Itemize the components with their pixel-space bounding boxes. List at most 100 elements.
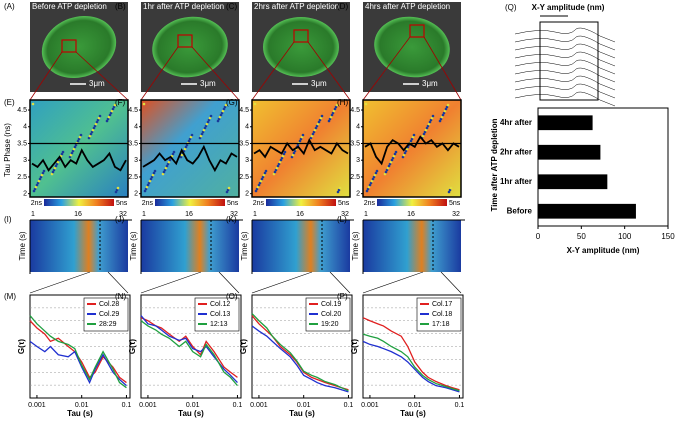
map-speckle [105,119,109,123]
zoom-line [140,271,202,294]
map-speckle [172,150,176,154]
map-speckle [110,109,114,113]
x-label: Tau (s) [67,409,93,418]
map-speckle [299,137,303,141]
map-speckle [38,177,42,181]
map-speckle [55,162,59,166]
series-line [140,315,238,384]
y-tick-label: 3 [23,157,27,164]
y-tick-label: 3.5 [17,140,27,147]
colorbar [44,199,114,206]
bar [538,115,593,131]
colorbar [155,199,225,206]
legend-label: Col.19 [321,301,341,308]
series-line [251,313,349,392]
map-speckle [204,124,208,128]
zoom-line [307,41,351,101]
image-caption: 2hrs after ATP depletion [254,2,339,11]
x-tick-label: 0.01 [186,402,200,409]
map-speckle [334,105,338,109]
scale-label: 3μm [422,79,438,88]
trace-line [253,138,349,159]
map-speckle [203,126,207,130]
map-speckle [107,115,111,119]
zoom-line [29,51,63,101]
map-speckle [221,109,225,113]
kymo-tick: 32 [230,211,238,218]
y-label: G(τ) [128,339,137,354]
image-caption: 4hrs after ATP depletion [365,2,450,11]
map-speckle [318,118,322,122]
schematic-box [539,21,599,101]
kymo-tick: 16 [74,211,82,218]
map-speckle [73,145,77,149]
y-tick-label: 4 [356,124,360,131]
map-speckle [78,135,82,139]
lifetime-map [363,100,461,197]
map-speckle [301,133,305,137]
y-tick-label: 4 [23,124,27,131]
panel-label: (I) [4,215,12,224]
zoom-line [423,36,462,101]
map-speckle [164,166,168,170]
schematic-trace [514,67,616,83]
map-speckle [184,145,188,149]
map-speckle [219,113,223,117]
zoom-line [329,271,351,294]
map-speckle [367,185,371,189]
map-speckle [97,116,101,120]
map-frame [140,99,240,198]
y-label: G(τ) [350,339,359,354]
map-speckle [108,113,112,117]
map-speckle [296,143,300,147]
colorbar-label: 5ns [338,200,350,207]
map-speckle [143,189,147,193]
map-speckle [116,186,120,190]
map-speckle [88,134,92,138]
y-tick-label: 4.5 [350,107,360,114]
map-speckle [33,187,37,191]
map-speckle [388,162,392,166]
map-speckle [255,187,259,191]
map-speckle [226,188,230,192]
map-speckle [115,188,119,192]
colorbar-label: 2ns [364,200,376,207]
map-speckle [51,170,55,174]
map-speckle [449,186,453,190]
zoom-line [107,271,129,294]
map-speckle [384,170,388,174]
plot-frame [537,107,669,227]
legend-label: Col.20 [321,311,341,318]
map-speckle [148,179,152,183]
map-speckle [403,151,407,155]
map-speckle [366,187,370,191]
map-speckle [171,152,175,156]
kymo-tick: 1 [31,211,35,218]
kymograph [141,220,239,272]
series-line [29,340,127,387]
map-speckle [95,120,99,124]
y-tick-label: 2 [356,190,360,197]
map-speckle [218,115,222,119]
map-speckle [106,117,110,121]
y-tick-label: 4hr after [500,118,532,127]
map-frame [251,99,351,198]
map-speckle [198,136,202,140]
series-line [362,340,460,393]
map-speckle [392,154,396,158]
x-label: X-Y amplitude (nm) [567,246,640,255]
map-speckle [185,143,189,147]
map-speckle [220,111,224,115]
panel-label: (G) [226,98,238,107]
map-speckle [426,124,430,128]
x-tick-label: 0.01 [297,402,311,409]
map-speckle [315,124,319,128]
map-speckle [260,177,264,181]
bar [538,203,636,219]
map-speckle [199,134,203,138]
panel-label: (K) [226,215,237,224]
map-speckle [94,122,98,126]
colorbar-label: 5ns [227,200,239,207]
schematic-trace [514,43,616,59]
